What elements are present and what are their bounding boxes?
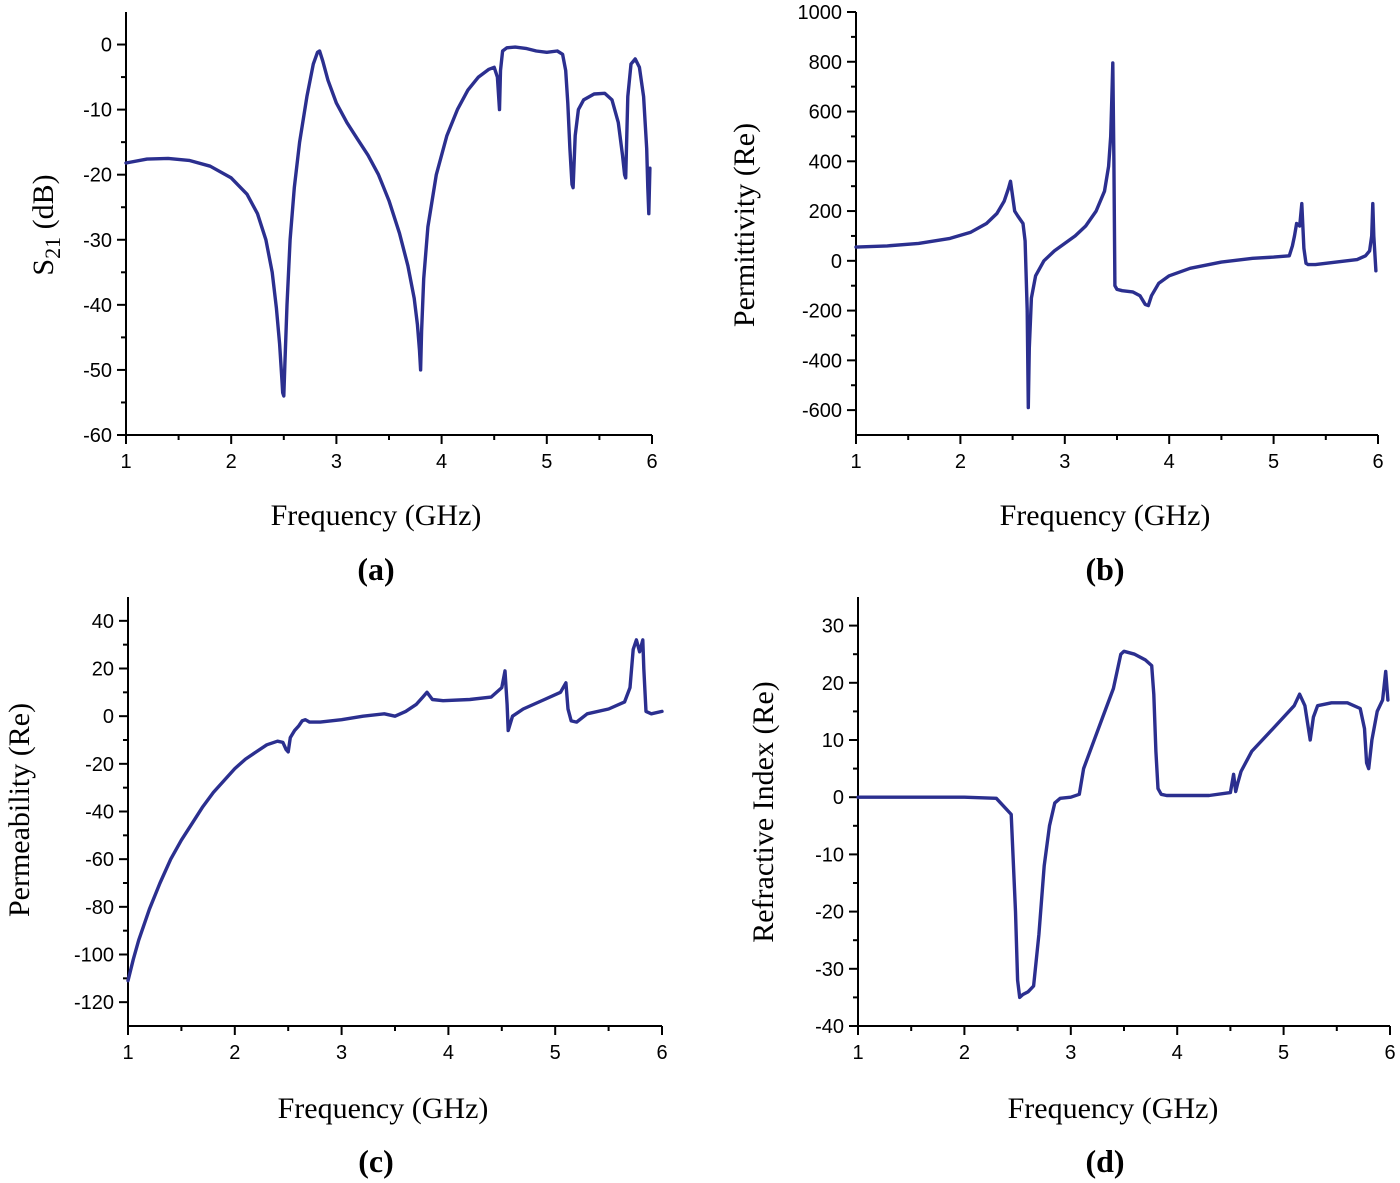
y-tick-label-c: -60	[85, 849, 114, 871]
y-tick-label-d: 10	[822, 730, 844, 752]
y-tick-label-a: -20	[83, 165, 112, 187]
y-tick-label-c: -80	[85, 897, 114, 919]
series-line-c	[126, 638, 664, 983]
plot-d: 1 2 3 4 5 6 -40 -30 -20 -10 0 10 20 30	[815, 597, 1396, 1064]
y-tick-label-b: 0	[831, 251, 842, 273]
y-tick-label-d: 20	[822, 673, 844, 695]
panel-a: S21 (dB) Frequency (GHz) (a)	[27, 174, 481, 587]
y-tick-label-d: 30	[822, 616, 844, 638]
panel-label-c: (c)	[358, 1143, 394, 1179]
x-tick-label-c: 3	[336, 1042, 347, 1064]
x-tick-label-b: 1	[850, 451, 861, 473]
panel-label-d: (d)	[1085, 1143, 1124, 1179]
plot-a: 1 2 3 4 5 6 -60 -50 -40 -30 -20 -10 0	[83, 12, 658, 473]
y-tick-label-d: -40	[815, 1016, 844, 1038]
panel-b: Permittivity (Re) Frequency (GHz) (b)	[728, 123, 1210, 587]
plot-c: 1 2 3 4 5 6 -120 -100 -80 -60 -40 -20 0 20 40	[74, 597, 668, 1064]
y-tick-label-a: -60	[83, 425, 112, 447]
panel-d: Refractive Index (Re) Frequency (GHz) (d…	[747, 681, 1218, 1179]
x-tick-label-d: 5	[1278, 1042, 1289, 1064]
y-tick-label-c: 20	[92, 659, 114, 681]
plot-b: 1 2 3 4 5 6 -600 -400 -200 0 200 400 600 800 1000	[798, 2, 1384, 473]
y-tick-label-b: 200	[809, 201, 842, 223]
y-tick-label-d: -20	[815, 902, 844, 924]
x-tick-label-d: 2	[959, 1042, 970, 1064]
x-tick-label-c: 4	[443, 1042, 454, 1064]
y-tick-label-a: -30	[83, 230, 112, 252]
y-tick-label-c: -20	[85, 754, 114, 776]
xlabel-a: Frequency (GHz)	[271, 499, 482, 532]
series-line-d	[856, 649, 1390, 1000]
y-tick-label-a: -40	[83, 295, 112, 317]
y-tick-label-b: 400	[809, 151, 842, 173]
y-tick-label-b: -400	[802, 350, 842, 372]
x-tick-label-a: 5	[541, 451, 552, 473]
ylabel-c: Permeability (Re)	[3, 703, 36, 917]
x-tick-label-b: 3	[1059, 451, 1070, 473]
panel-label-a: (a)	[357, 551, 394, 587]
y-tick-label-c: 40	[92, 611, 114, 633]
series-line-a	[124, 45, 652, 398]
ylabel-d: Refractive Index (Re)	[747, 681, 780, 943]
x-tick-label-a: 2	[226, 451, 237, 473]
y-tick-label-b: -600	[802, 400, 842, 422]
ylabel-a: S21 (dB)	[27, 174, 65, 275]
x-tick-label-b: 5	[1268, 451, 1279, 473]
x-tick-label-b: 6	[1372, 451, 1383, 473]
x-tick-label-c: 5	[550, 1042, 561, 1064]
y-tick-label-b: 800	[809, 52, 842, 74]
x-tick-label-d: 6	[1384, 1042, 1395, 1064]
x-tick-label-a: 3	[331, 451, 342, 473]
x-tick-label-a: 1	[120, 451, 131, 473]
x-tick-label-b: 4	[1164, 451, 1175, 473]
xlabel-b: Frequency (GHz)	[1000, 499, 1211, 532]
x-tick-label-c: 2	[229, 1042, 240, 1064]
x-tick-label-a: 4	[436, 451, 447, 473]
x-tick-label-d: 1	[852, 1042, 863, 1064]
y-tick-label-b: -200	[802, 301, 842, 323]
x-tick-label-a: 6	[646, 451, 657, 473]
y-tick-label-d: -10	[815, 844, 844, 866]
series-line-b	[854, 61, 1378, 410]
y-tick-label-d: 0	[833, 787, 844, 809]
y-tick-label-a: -10	[83, 100, 112, 122]
xlabel-d: Frequency (GHz)	[1008, 1092, 1219, 1125]
x-tick-label-d: 4	[1172, 1042, 1183, 1064]
panel-label-b: (b)	[1085, 551, 1124, 587]
y-tick-label-b: 1000	[798, 2, 843, 24]
y-tick-label-a: 0	[101, 35, 112, 57]
y-tick-label-c: 0	[103, 706, 114, 728]
x-tick-label-c: 1	[122, 1042, 133, 1064]
y-tick-label-c: -100	[74, 945, 114, 967]
x-tick-label-c: 6	[656, 1042, 667, 1064]
y-tick-label-c: -120	[74, 992, 114, 1014]
y-tick-label-b: 600	[809, 102, 842, 124]
y-tick-label-d: -30	[815, 959, 844, 981]
x-tick-label-d: 3	[1065, 1042, 1076, 1064]
x-tick-label-b: 2	[955, 451, 966, 473]
y-tick-label-a: -50	[83, 360, 112, 382]
panel-c: Permeability (Re) Frequency (GHz) (c)	[3, 703, 488, 1179]
ylabel-b: Permittivity (Re)	[728, 123, 761, 327]
xlabel-c: Frequency (GHz)	[278, 1092, 489, 1125]
y-tick-label-c: -40	[85, 802, 114, 824]
